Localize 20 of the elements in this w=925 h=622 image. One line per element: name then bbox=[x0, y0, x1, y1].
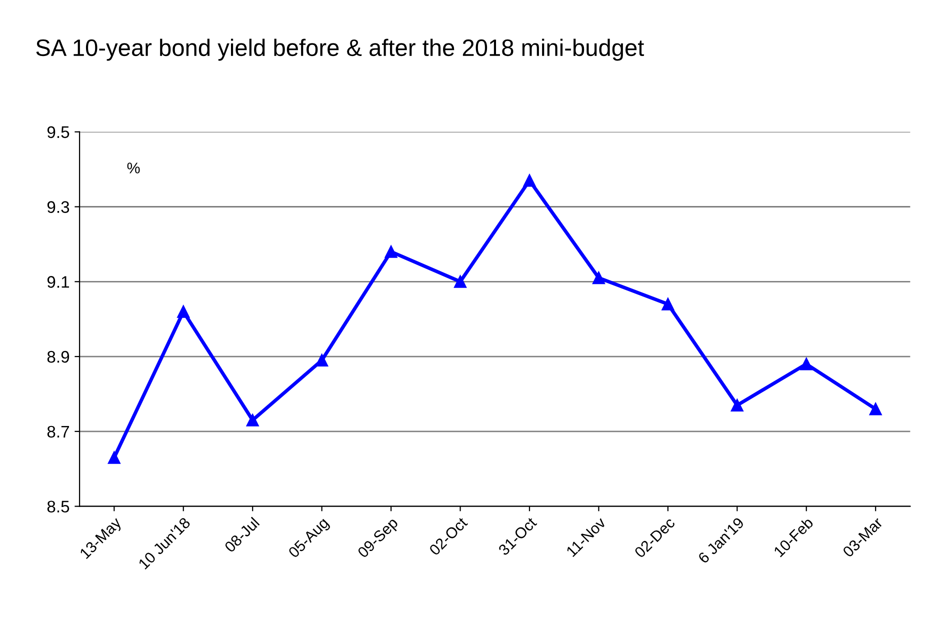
point bbox=[523, 174, 536, 187]
y-tick-label: 9.1 bbox=[47, 276, 70, 288]
point bbox=[246, 414, 259, 426]
point bbox=[730, 398, 744, 412]
point bbox=[384, 245, 398, 258]
y-tick-label: 8.9 bbox=[47, 350, 70, 363]
point bbox=[800, 358, 813, 370]
point bbox=[108, 451, 120, 464]
y-tick-label: 9.3 bbox=[47, 201, 70, 213]
y-tick-label: 8.7 bbox=[47, 426, 69, 438]
point bbox=[662, 298, 674, 310]
point bbox=[592, 272, 605, 284]
point bbox=[177, 305, 190, 318]
point bbox=[316, 354, 328, 367]
y-tick-label: 9.5 bbox=[47, 126, 70, 138]
point bbox=[454, 275, 467, 288]
y-tick-label: 8.5 bbox=[47, 500, 70, 513]
annotation: % bbox=[127, 162, 140, 174]
point bbox=[869, 402, 882, 416]
chart-title: SA 10-year bond yield before & after the 2018 mini-budget bbox=[36, 38, 644, 61]
